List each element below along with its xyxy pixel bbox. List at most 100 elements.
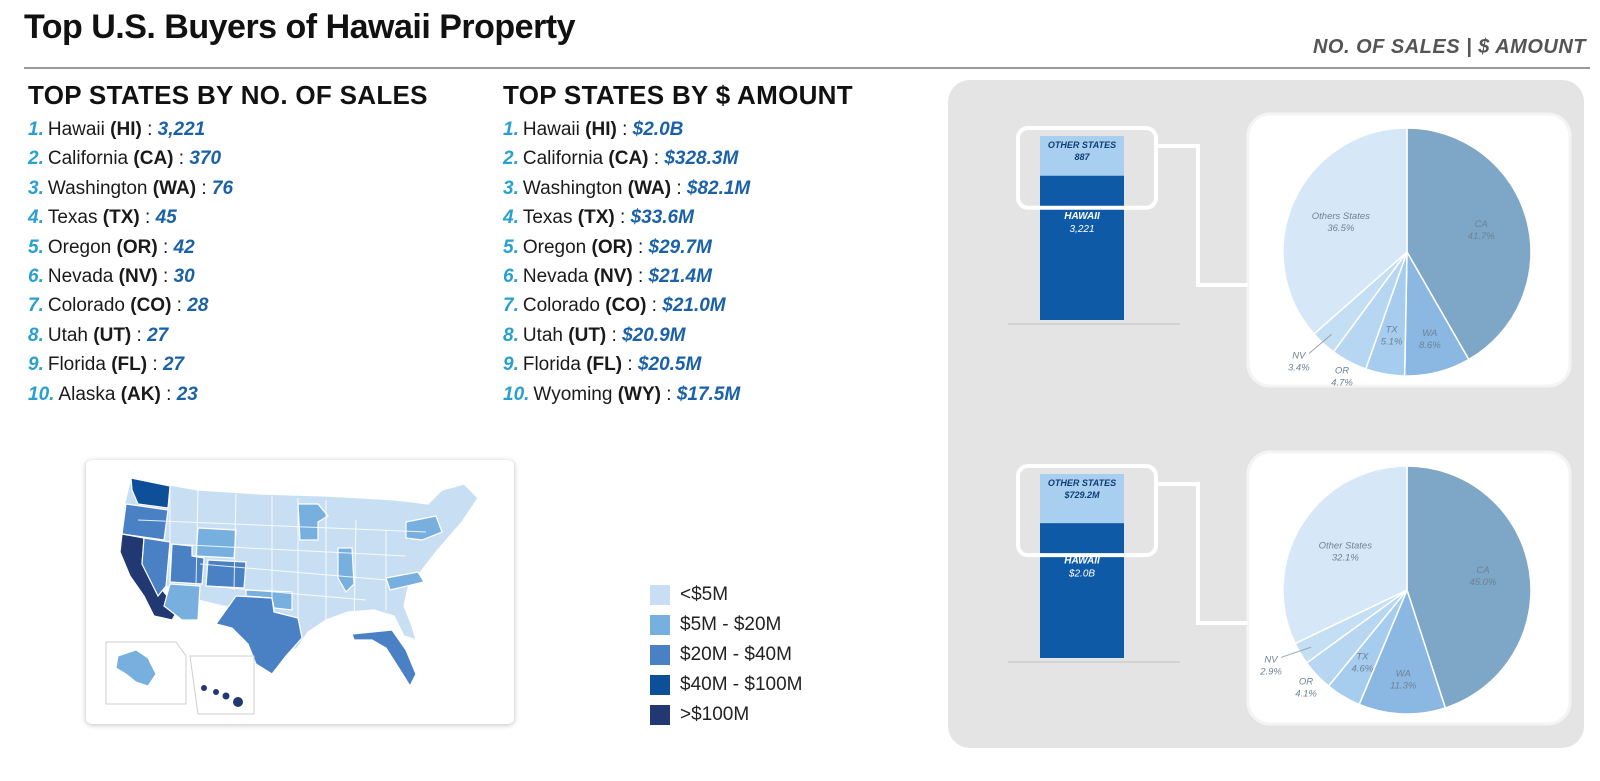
- amount-list-section: TOP STATES BY $ AMOUNT 1. Hawaii (HI) : $…: [503, 80, 853, 409]
- pie-label-name: CA: [1475, 219, 1488, 230]
- list-item: 9. Florida (FL) : $20.5M: [503, 350, 853, 379]
- state-value: 28: [187, 295, 209, 317]
- state-abbr: (CO): [605, 295, 647, 317]
- list-item: 1. Hawaii (HI) : 3,221: [28, 115, 428, 144]
- pie-label-name: WA: [1396, 669, 1411, 680]
- separator: :: [157, 265, 174, 287]
- state-abbr: (OR): [591, 236, 633, 258]
- state-name: Oregon: [47, 236, 117, 258]
- separator: :: [160, 383, 177, 405]
- pie-label-value: 8.6%: [1419, 340, 1441, 351]
- state-value: $33.6M: [630, 207, 694, 229]
- list-item: 3. Washington (WA) : 76: [28, 174, 428, 203]
- state-value: 45: [155, 207, 177, 229]
- rank-number: 4.: [503, 207, 519, 229]
- bar-label-other-states-name: OTHER STATES: [1048, 140, 1116, 150]
- list-item: 6. Nevada (NV) : 30: [28, 262, 428, 291]
- state-name: Hawaii: [47, 119, 111, 140]
- state-abbr: (HI): [110, 119, 142, 140]
- state-abbr: (WY): [617, 383, 661, 405]
- list-item: 7. Colorado (CO) : 28: [28, 291, 428, 320]
- state-abbr: (CA): [608, 148, 649, 170]
- legend-swatch: [650, 615, 670, 635]
- separator: :: [131, 324, 148, 346]
- pie-label-value: 32.1%: [1332, 553, 1359, 564]
- state-abbr: (AK): [120, 383, 161, 405]
- pie-label-name: CA: [1476, 565, 1489, 576]
- state-value: 23: [176, 383, 198, 405]
- bar-segment-other-states: [1040, 474, 1124, 524]
- sales-list-section: TOP STATES BY NO. OF SALES 1. Hawaii (HI)…: [28, 80, 428, 409]
- rank-number: 9.: [28, 354, 44, 376]
- page-subtitle: NO. OF SALES | $ AMOUNT: [1312, 36, 1586, 58]
- separator: :: [173, 148, 190, 170]
- state-name: Hawaii: [522, 119, 586, 140]
- separator: :: [616, 119, 633, 140]
- map-state-ny: [405, 515, 443, 541]
- state-name: Colorado: [522, 295, 606, 317]
- map-state-fl: [351, 629, 417, 688]
- separator: :: [648, 148, 665, 170]
- pie-label-value: 5.1%: [1381, 336, 1403, 347]
- list-item: 10. Alaska (AK) : 23: [28, 380, 428, 409]
- rank-number: 2.: [28, 148, 44, 170]
- map-state-hi: [222, 692, 230, 700]
- separator: :: [646, 295, 663, 317]
- legend-swatch: [650, 585, 670, 605]
- hawaii-inset-frame: [189, 655, 255, 715]
- separator: :: [139, 207, 156, 229]
- rank-number: 3.: [28, 177, 44, 199]
- state-name: Oregon: [522, 236, 592, 258]
- bar-label-other-states-value: $729.2M: [1063, 490, 1100, 500]
- map-state-wa: [130, 477, 171, 509]
- rank-number: 10.: [503, 383, 530, 405]
- state-value: $21.0M: [662, 295, 726, 317]
- state-value: $21.4M: [648, 265, 712, 287]
- pie-label-name: OR: [1299, 676, 1313, 687]
- legend-item: $40M - $100M: [650, 670, 803, 700]
- bar-label-hawaii-name: HAWAII: [1064, 211, 1100, 222]
- separator: :: [660, 383, 677, 405]
- highlight-box: [1016, 464, 1158, 558]
- state-value: $82.1M: [686, 177, 751, 199]
- separator: :: [171, 295, 188, 317]
- state-value: 76: [211, 177, 234, 199]
- pie-slice-ca: [1406, 465, 1532, 709]
- rank-number: 3.: [503, 177, 519, 199]
- state-abbr: (WA): [152, 177, 197, 199]
- rank-number: 10.: [28, 383, 55, 405]
- list-item: 3. Washington (WA) : $82.1M: [503, 174, 853, 203]
- legend-item: <$5M: [650, 580, 803, 610]
- separator: :: [141, 119, 158, 140]
- list-item: 4. Texas (TX) : $33.6M: [503, 203, 853, 232]
- us-map-card: [86, 460, 514, 724]
- rank-number: 5.: [28, 236, 44, 258]
- rank-number: 1.: [503, 119, 519, 140]
- map-state-hi: [233, 697, 243, 707]
- bar-label-other-states-value: 887: [1074, 152, 1090, 162]
- bar-label-hawaii-value: 3,221: [1069, 224, 1094, 235]
- list-item: 8. Utah (UT) : $20.9M: [503, 321, 853, 350]
- state-abbr: (WA): [627, 177, 672, 199]
- state-name: Utah: [522, 324, 569, 346]
- bar-label-hawaii-value: $2.0B: [1068, 569, 1095, 580]
- state-name: Wyoming: [533, 383, 618, 405]
- legend-swatch: [650, 705, 670, 725]
- bar-label-other-states-name: OTHER STATES: [1048, 478, 1116, 488]
- pie-leader-line: [1308, 333, 1332, 354]
- state-value: 27: [162, 354, 185, 376]
- pie-label-value: 45.0%: [1469, 577, 1496, 588]
- map-legend: <$5M $5M - $20M $20M - $40M $40M - $100M >$1…: [650, 580, 803, 730]
- pie-label-value: 41.7%: [1468, 231, 1495, 242]
- map-state-or: [121, 503, 169, 541]
- pie-leader-line: [1280, 646, 1312, 658]
- amount-list: 1. Hawaii (HI) : $2.0B 2. California (CA) :…: [503, 115, 853, 409]
- list-item: 1. Hawaii (HI) : $2.0B: [503, 115, 853, 144]
- map-state-border: [205, 585, 367, 601]
- legend-swatch: [650, 645, 670, 665]
- state-value: $2.0B: [632, 119, 684, 140]
- legend-label: $40M - $100M: [680, 674, 803, 695]
- legend-swatch: [650, 675, 670, 695]
- pie-label-value: 4.6%: [1352, 663, 1374, 674]
- page-title: Top U.S. Buyers of Hawaii Property: [24, 8, 576, 46]
